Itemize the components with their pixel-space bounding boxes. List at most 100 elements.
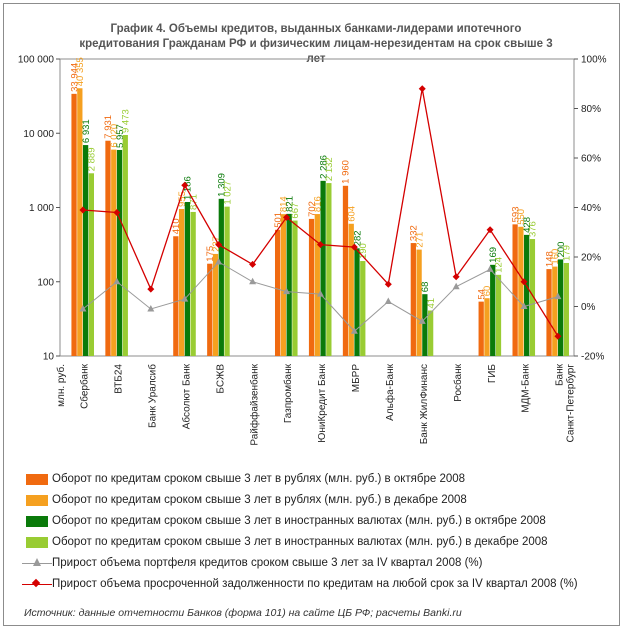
bar-data-label: 190 xyxy=(358,243,369,259)
bar xyxy=(529,239,536,356)
bar xyxy=(116,149,123,356)
bar-data-label: 40 355 xyxy=(75,57,86,86)
bar-data-label: 955 xyxy=(177,191,188,207)
bar xyxy=(207,263,213,356)
bar xyxy=(360,261,366,356)
bar xyxy=(218,198,224,356)
bar-data-label: 428 xyxy=(522,217,533,233)
line-point xyxy=(215,257,223,265)
bar-data-label: 41 xyxy=(426,298,437,309)
category-label: Райффайзенбанк xyxy=(248,363,260,445)
chart-title-line: кредитования Гражданам РФ и физическим л… xyxy=(79,38,552,50)
legend-label: Прирост объема портфеля кредитов сроком … xyxy=(52,557,483,569)
bar xyxy=(410,243,416,356)
category-label: Газпромбанк xyxy=(282,363,294,423)
line-point xyxy=(113,277,121,285)
legend-label: Оборот по кредитам сроком свыше 3 лет в … xyxy=(52,494,467,506)
line-point xyxy=(418,317,426,324)
bar-data-label: 2 889 xyxy=(87,148,98,172)
y2-tick-label: 60% xyxy=(581,154,601,165)
y2-tick-label: 100% xyxy=(581,55,607,66)
bar xyxy=(292,220,298,356)
line-point xyxy=(249,260,257,268)
line-point xyxy=(283,287,291,295)
bar xyxy=(512,224,518,356)
line-point xyxy=(79,304,87,312)
source-note: Источник: данные отчетности Банков (форм… xyxy=(24,607,462,619)
line-point xyxy=(249,277,257,285)
line-point xyxy=(147,304,155,312)
legend-swatch xyxy=(26,474,48,485)
category-label: Сбербанк xyxy=(79,363,91,409)
bar-data-label: 2 286 xyxy=(318,155,329,179)
line-point xyxy=(486,226,494,234)
line-point xyxy=(181,181,189,189)
y-tick-label: 10 xyxy=(43,352,55,363)
bar-data-label: 1 186 xyxy=(183,176,194,200)
bar xyxy=(495,274,502,356)
bar-data-label: 9 473 xyxy=(121,109,132,133)
bar xyxy=(563,262,569,356)
legend-label: Оборот по кредитам сроком свыше 3 лет в … xyxy=(52,515,546,527)
legend-item-overdue-growth: Прирост объема просроченной задолженност… xyxy=(22,574,618,595)
y2-tick-label: 0% xyxy=(581,302,596,313)
chart-canvas: График 4. Объемы кредитов, выданных банк… xyxy=(18,23,607,446)
line-point xyxy=(350,327,358,334)
bar xyxy=(518,226,524,356)
bar xyxy=(178,208,185,356)
bar-data-label: 816 xyxy=(313,196,324,212)
legend: Оборот по кредитам сроком свыше 3 лет в … xyxy=(22,469,618,595)
line-point xyxy=(215,241,223,249)
bar-data-label: 179 xyxy=(562,245,573,261)
bar-data-label: 702 xyxy=(307,201,318,217)
bar-data-label: 376 xyxy=(528,221,539,237)
category-label: БСЖВ xyxy=(215,364,226,394)
bar xyxy=(173,236,179,356)
bar xyxy=(274,229,281,356)
legend-item-rub-dec: Оборот по кредитам сроком свыше 3 лет в … xyxy=(22,490,618,511)
bar-data-label: 410 xyxy=(171,218,182,234)
bar xyxy=(552,266,558,356)
bar xyxy=(478,301,484,356)
triangle-marker-icon xyxy=(33,558,41,566)
bars: 33 944 7 931 410 175 501 702 1 960 332 54 593 148 4… xyxy=(69,57,573,357)
bar-data-label: 200 xyxy=(556,242,567,258)
bar-data-label: 332 xyxy=(409,225,420,241)
line-point xyxy=(316,241,324,249)
bar-data-label: 667 xyxy=(290,203,301,219)
category-label: ЮниКредит Банк xyxy=(317,363,328,442)
bar xyxy=(524,234,530,356)
bar-data-label: 5 957 xyxy=(115,124,126,148)
y2-tick-label: -20% xyxy=(581,352,604,363)
bar-data-label: 282 xyxy=(352,230,363,246)
category-label: ВТБ24 xyxy=(114,364,125,394)
legend-item-rub-oct: Оборот по кредитам сроком свыше 3 лет в … xyxy=(22,469,618,490)
unit-label: млн. руб. xyxy=(55,364,67,407)
bar xyxy=(308,218,315,356)
bar xyxy=(286,213,292,356)
bar xyxy=(557,259,564,356)
lines xyxy=(79,85,562,340)
legend-item-portfolio-growth: Прирост объема портфеля кредитов сроком … xyxy=(22,553,618,574)
chart-frame: График 4. Объемы кредитов, выданных банк… xyxy=(3,3,620,626)
line-point xyxy=(384,280,392,288)
bar-data-label: 1 309 xyxy=(217,173,228,197)
y2-tick-label: 20% xyxy=(581,253,601,264)
bar xyxy=(122,134,128,356)
bar xyxy=(416,249,422,356)
y-tick-label: 100 000 xyxy=(18,55,55,66)
bar xyxy=(348,223,354,356)
bar-data-label: 148 xyxy=(544,251,555,267)
bar-data-label: 54 xyxy=(476,289,487,300)
legend-swatch xyxy=(26,537,48,548)
bar xyxy=(326,183,332,356)
bar xyxy=(224,206,230,356)
line-point xyxy=(283,213,291,221)
line-point xyxy=(554,292,562,300)
category-label: МДМ-Банк xyxy=(521,363,532,412)
category-label: Альфа-Банк xyxy=(384,363,396,420)
bar-data-label: 169 xyxy=(488,247,499,263)
category-label: ГИБ xyxy=(487,364,498,384)
bar xyxy=(184,201,191,356)
bar-data-label: 7 931 xyxy=(103,115,114,139)
